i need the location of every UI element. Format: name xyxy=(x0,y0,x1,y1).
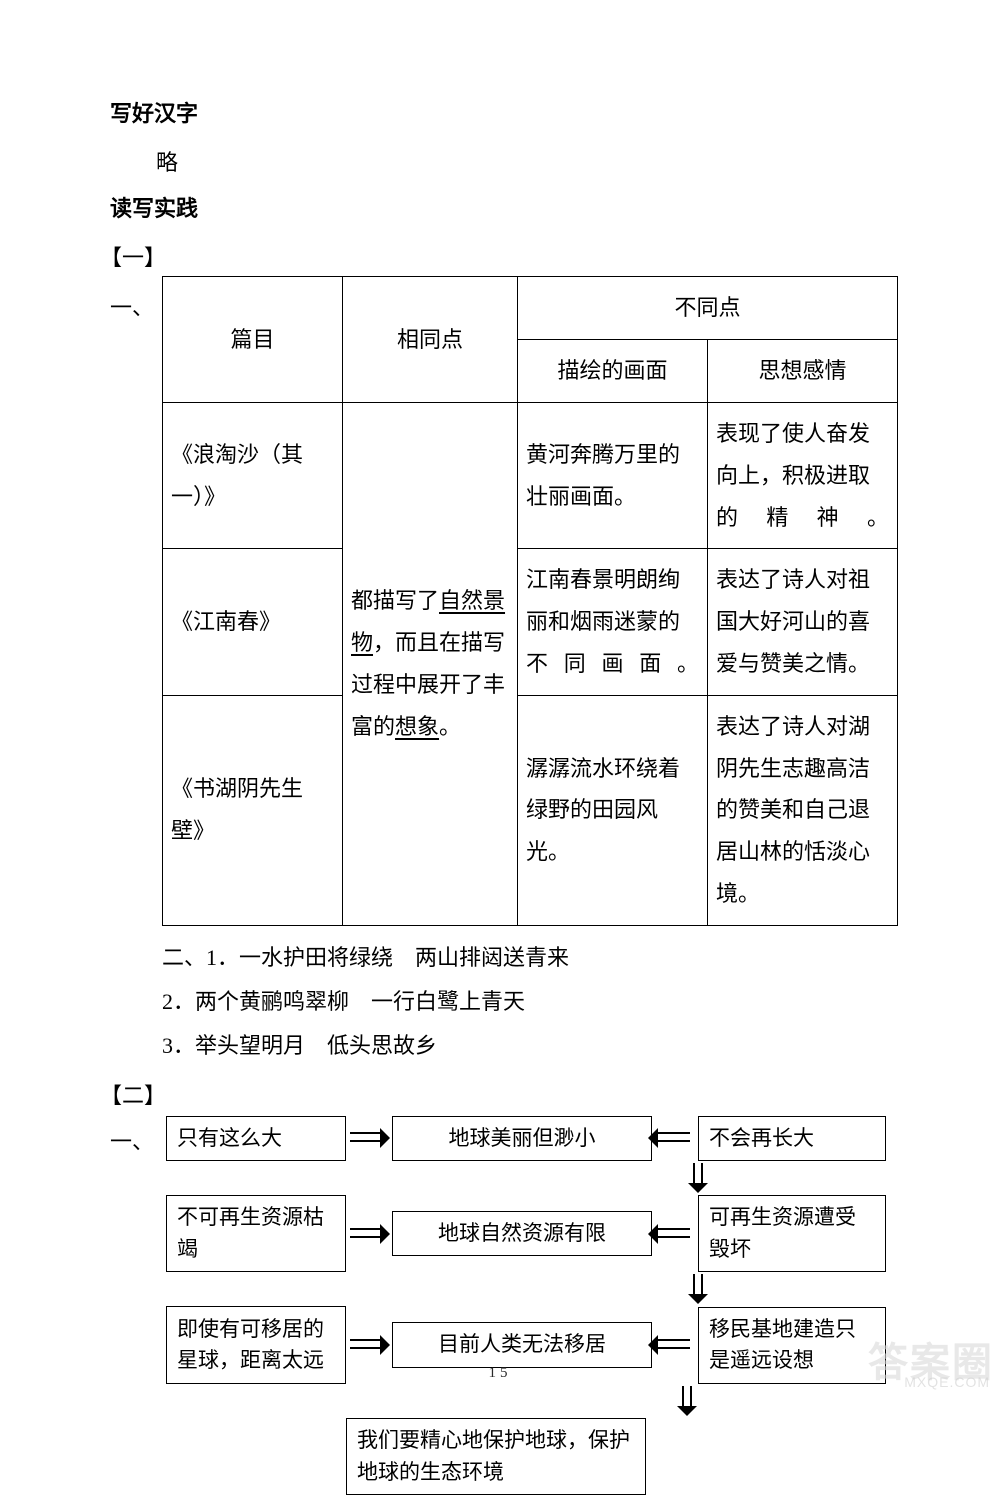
th-diff-a: 描绘的画面 xyxy=(518,340,708,403)
td-pic-1: 江南春景明朗绚丽和烟雨迷蒙的不同画面。 xyxy=(518,549,708,695)
heading-write-hanzi: 写好汉字 xyxy=(110,96,900,131)
section-two: 【二】 xyxy=(100,1078,900,1110)
flow-r3-mid: 目前人类无法移居 xyxy=(392,1322,652,1368)
comparison-table: 篇目 相同点 不同点 描绘的画面 思想感情 《浪淘沙（其一）》 都描写了自然景物… xyxy=(162,276,898,925)
flow-r1-mid: 地球美丽但渺小 xyxy=(392,1116,652,1162)
td-pic-2: 潺潺流水环绕着绿野的田园风光。 xyxy=(518,695,708,925)
td-feel-1: 表达了诗人对祖国大好河山的喜爱与赞美之情。 xyxy=(708,549,898,695)
list-prefix: 二、 xyxy=(162,945,206,970)
td-title-0: 《浪淘沙（其一）》 xyxy=(163,402,343,548)
arrow-left-icon xyxy=(656,1222,694,1246)
marker-one: 一、 xyxy=(110,276,162,322)
td-feel-2: 表达了诗人对湖阴先生志趣高洁的赞美和自己退居山林的恬淡心境。 xyxy=(708,695,898,925)
flow-r2-right: 可再生资源遭受毁坏 xyxy=(698,1195,886,1272)
text-lue: 略 xyxy=(156,145,900,177)
td-title-1: 《江南春》 xyxy=(163,549,343,695)
arrow-right-icon xyxy=(350,1222,388,1246)
flow-r2-mid: 地球自然资源有限 xyxy=(392,1211,652,1257)
arrow-right-icon xyxy=(350,1126,388,1150)
td-same: 都描写了自然景物，而且在描写过程中展开了丰富的想象。 xyxy=(343,402,518,925)
flow-r1-left: 只有这么大 xyxy=(166,1116,346,1162)
list-item-1: 2．两个黄鹂鸣翠柳 一行白鹭上青天 xyxy=(162,980,900,1024)
arrow-down-icon xyxy=(686,1274,710,1304)
th-pianmu: 篇目 xyxy=(163,277,343,403)
arrow-down-icon xyxy=(675,1386,699,1416)
arrow-right-icon xyxy=(350,1333,388,1357)
list-item-2: 3．举头望明月 低头思故乡 xyxy=(162,1024,900,1068)
answer-list: 二、1．一水护田将绿绕 两山排闼送青来 2．两个黄鹂鸣翠柳 一行白鹭上青天 3．… xyxy=(110,936,900,1068)
watermark-url: MXQE.COM xyxy=(904,1374,990,1390)
list-item-0: 1．一水护田将绿绕 两山排闼送青来 xyxy=(206,945,569,970)
th-diff: 不同点 xyxy=(518,277,898,340)
same-post: 。 xyxy=(439,714,461,739)
arrow-down-icon xyxy=(686,1163,710,1193)
arrow-left-icon xyxy=(656,1333,694,1357)
heading-practice: 读写实践 xyxy=(110,191,900,226)
td-pic-0: 黄河奔腾万里的壮丽画面。 xyxy=(518,402,708,548)
section-one: 【一】 xyxy=(100,240,900,272)
th-diff-b: 思想感情 xyxy=(708,340,898,403)
td-title-2: 《书湖阴先生壁》 xyxy=(163,695,343,925)
flow-r2-left: 不可再生资源枯竭 xyxy=(166,1195,346,1272)
marker-one-b: 一、 xyxy=(110,1114,138,1156)
same-u2: 想象 xyxy=(395,714,439,739)
td-feel-0: 表现了使人奋发向上，积极进取的精神。 xyxy=(708,402,898,548)
arrow-left-icon xyxy=(656,1126,694,1150)
flowchart: 只有这么大 地球美丽但渺小 不会再长大 不可再生资源枯竭 地球自然资源有限 可再… xyxy=(166,1116,886,1495)
th-same: 相同点 xyxy=(343,277,518,403)
flow-r1-right: 不会再长大 xyxy=(698,1116,886,1162)
flow-final: 我们要精心地保护地球，保护地球的生态环境 xyxy=(346,1418,646,1495)
page-number: 15 xyxy=(0,1365,1000,1382)
same-pre: 都描写了 xyxy=(351,588,439,613)
